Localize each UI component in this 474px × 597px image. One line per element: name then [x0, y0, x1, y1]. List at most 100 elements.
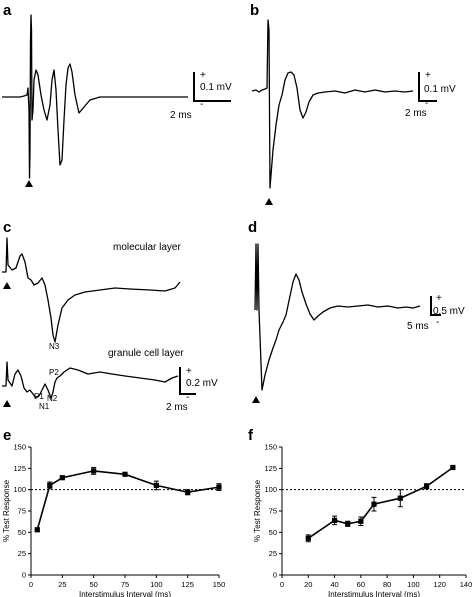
chart-e-data-point — [185, 489, 191, 495]
trace-b — [251, 19, 414, 189]
panel-letter-e: e — [3, 427, 11, 444]
panel-d: d + 0.5 mV - 5 ms — [248, 219, 465, 403]
chart-f-y-tick-label: 0 — [273, 571, 277, 580]
chart-f-data-point — [358, 518, 364, 524]
trace-d — [254, 243, 421, 391]
stimulus-marker-d — [252, 396, 260, 403]
scalebar-d — [430, 296, 441, 316]
scale-a-plus: + — [200, 70, 206, 81]
scale-b-voltage: 0.1 mV — [424, 84, 456, 95]
chart-f-x-tick-label: 100 — [407, 580, 420, 589]
scale-c-minus: - — [186, 392, 189, 403]
panel-letter-f: f — [248, 427, 254, 444]
chart-e-x-tick-label: 150 — [213, 580, 226, 589]
chart-e-data-point — [153, 482, 159, 488]
chart-f-y-axis-title: % Test Response — [253, 479, 262, 542]
scale-d-time: 5 ms — [407, 321, 429, 332]
panel-letter-d: d — [248, 219, 257, 236]
chart-e-x-tick-label: 50 — [89, 580, 97, 589]
panel-letter-b: b — [250, 2, 259, 19]
scale-c-plus: + — [186, 366, 192, 377]
chart-f-x-tick-label: 20 — [304, 580, 312, 589]
chart-e-x-axis-title: Interstimulus Interval (ms) — [79, 590, 171, 597]
chart-e-y-tick-label: 100 — [13, 485, 26, 494]
panel-a: a + 0.1 mV - 2 ms — [2, 2, 232, 187]
stimulus-marker-a — [25, 180, 33, 187]
stimulus-marker-c-top — [3, 282, 11, 289]
scalebar-b — [418, 72, 437, 102]
chart-f-x-tick-label: 40 — [330, 580, 338, 589]
chart-f-data-point — [331, 517, 338, 523]
scale-d-minus: - — [436, 317, 439, 328]
peak-label-n1: N1 — [39, 402, 50, 411]
chart-e-data-point — [47, 482, 53, 488]
chart-e-x-tick-label: 125 — [181, 580, 194, 589]
scalebar-c — [179, 367, 196, 395]
chart-f-data-point — [397, 495, 403, 501]
chart-f-y-tick-label: 50 — [269, 528, 277, 537]
chart-e-x-tick-label: 25 — [58, 580, 66, 589]
chart-e-y-axis-title: % Test Response — [2, 479, 11, 542]
chart-e-data-point — [216, 484, 222, 490]
trace-c-molecular — [2, 237, 181, 343]
scale-a-time: 2 ms — [170, 110, 192, 121]
panel-b: b + 0.1 mV - 2 ms — [250, 2, 456, 205]
chart-f-x-tick-label: 140 — [460, 580, 473, 589]
chart-f-y-tick-label: 75 — [269, 507, 277, 516]
chart-e-y-tick-label: 50 — [18, 528, 26, 537]
panel-f: f 0 25 50 75 100 125 150 0 20 40 60 80 100 120 140 Inte… — [248, 427, 472, 597]
chart-e-x-tick-label: 0 — [29, 580, 33, 589]
chart-f-y-tick-label: 100 — [264, 485, 277, 494]
chart-e-y-tick-label: 125 — [13, 464, 26, 473]
peak-label-n2: N2 — [47, 394, 58, 403]
chart-f-y-tick-label: 150 — [264, 443, 277, 452]
peak-label-p2: P2 — [49, 368, 59, 377]
chart-e: 0 25 50 75 100 125 150 0 25 50 75 100 125 150 Intersti… — [2, 443, 225, 597]
chart-f-x-tick-label: 120 — [433, 580, 446, 589]
chart-f-x-tick-label: 0 — [280, 580, 284, 589]
chart-e-y-tick-label: 75 — [18, 507, 26, 516]
scale-b-plus: + — [425, 70, 431, 81]
scale-b-time: 2 ms — [405, 108, 427, 119]
chart-f-y-tick-label: 25 — [269, 549, 277, 558]
peak-label-n3: N3 — [49, 342, 60, 351]
scale-b-minus: - — [425, 98, 428, 109]
chart-e-data-point — [59, 475, 65, 481]
chart-f-series-line — [307, 466, 454, 539]
chart-e-data-point — [34, 527, 40, 533]
scale-c-time: 2 ms — [166, 402, 188, 413]
chart-f-data-point — [423, 483, 430, 489]
scale-a-voltage: 0.1 mV — [200, 82, 232, 93]
chart-f-data-point — [345, 521, 351, 527]
chart-e-data-point — [91, 468, 97, 474]
chart-e-y-tick-label: 0 — [22, 571, 26, 580]
chart-e-y-tick-label: 25 — [18, 549, 26, 558]
chart-f-data-point — [305, 535, 311, 541]
stimulus-marker-c-bottom — [3, 400, 11, 407]
chart-e-x-tick-label: 100 — [150, 580, 163, 589]
chart-e-data-point — [122, 471, 128, 477]
scale-c-voltage: 0.2 mV — [186, 378, 218, 389]
panel-e: e 0 25 50 75 100 125 150 0 25 50 75 100 125 150 Inters… — [2, 427, 225, 597]
chart-f-data-point — [371, 501, 377, 507]
panel-letter-c: c — [3, 219, 11, 236]
label-granule-cell-layer: granule cell layer — [108, 348, 184, 359]
scale-d-plus: + — [436, 293, 442, 304]
scalebar-a — [193, 72, 231, 102]
chart-f-x-tick-label: 80 — [383, 580, 391, 589]
chart-f-x-tick-label: 60 — [357, 580, 365, 589]
trace-c-granule — [2, 361, 179, 399]
stimulus-marker-b — [265, 198, 273, 205]
chart-f-y-tick-label: 125 — [264, 464, 277, 473]
trace-a — [2, 14, 188, 179]
chart-e-y-tick-label: 150 — [13, 443, 26, 452]
peak-label-p1: P1 — [34, 392, 44, 401]
chart-f-x-axis-title: Interstimulus Interval (ms) — [328, 590, 420, 597]
chart-e-x-tick-label: 75 — [121, 580, 129, 589]
chart-f-data-point — [450, 464, 456, 471]
panel-letter-a: a — [3, 2, 12, 19]
panel-c: c molecular layer N3 granule cell layer … — [2, 219, 218, 413]
chart-f: 0 25 50 75 100 125 150 0 20 40 60 80 100 120 140 Inters… — [253, 443, 472, 597]
scale-a-minus: - — [200, 99, 203, 110]
